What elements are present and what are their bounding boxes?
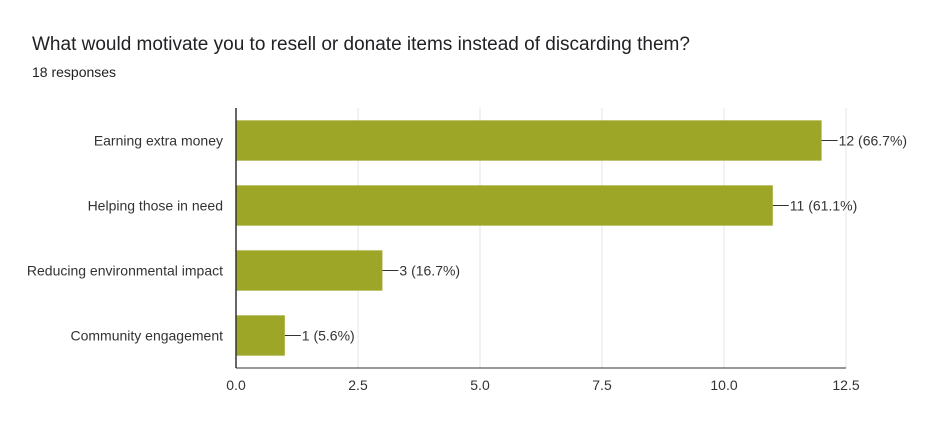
category-label: Earning extra money bbox=[94, 133, 223, 149]
category-label: Helping those in need bbox=[88, 198, 223, 214]
bar bbox=[236, 315, 285, 356]
chart-title: What would motivate you to resell or don… bbox=[32, 34, 690, 55]
data-label: 3 (16.7%) bbox=[399, 263, 460, 279]
category-label: Community engagement bbox=[70, 328, 223, 344]
data-label: 11 (61.1%) bbox=[790, 198, 857, 214]
bar bbox=[236, 120, 822, 161]
response-count: 18 responses bbox=[32, 64, 117, 80]
bar bbox=[236, 185, 773, 226]
data-label: 1 (5.6%) bbox=[302, 328, 355, 344]
category-label: Reducing environmental impact bbox=[27, 263, 223, 279]
x-tick-label: 0.0 bbox=[226, 377, 246, 393]
x-tick-label: 7.5 bbox=[592, 377, 612, 393]
x-tick-label: 12.5 bbox=[832, 377, 859, 393]
x-tick-label: 2.5 bbox=[348, 377, 368, 393]
bar bbox=[236, 250, 383, 291]
x-tick-label: 5.0 bbox=[470, 377, 490, 393]
data-label: 12 (66.7%) bbox=[839, 133, 907, 149]
x-tick-label: 10.0 bbox=[710, 377, 737, 393]
